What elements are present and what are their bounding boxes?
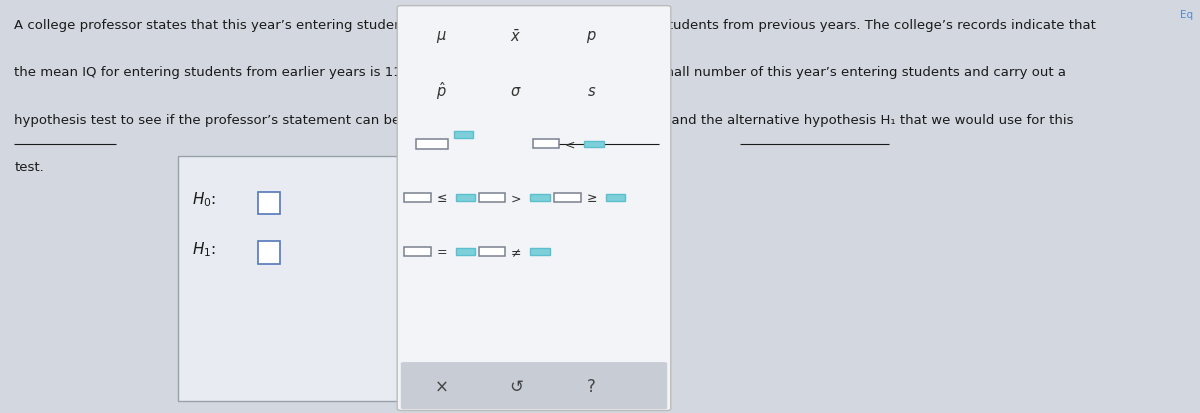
Text: Eq: Eq bbox=[1180, 10, 1193, 20]
Text: ≠: ≠ bbox=[511, 245, 521, 259]
Text: <: < bbox=[565, 138, 575, 151]
FancyBboxPatch shape bbox=[456, 249, 475, 255]
Text: ≤: ≤ bbox=[437, 192, 446, 205]
Text: test.: test. bbox=[14, 161, 44, 174]
FancyBboxPatch shape bbox=[404, 247, 431, 256]
FancyBboxPatch shape bbox=[584, 141, 604, 148]
FancyBboxPatch shape bbox=[258, 192, 280, 215]
FancyBboxPatch shape bbox=[530, 195, 550, 202]
Text: ↺: ↺ bbox=[509, 377, 523, 395]
FancyBboxPatch shape bbox=[554, 194, 581, 203]
Text: $\mu$: $\mu$ bbox=[436, 29, 448, 45]
FancyBboxPatch shape bbox=[397, 7, 671, 411]
Text: $\sigma$: $\sigma$ bbox=[510, 83, 522, 98]
FancyBboxPatch shape bbox=[416, 139, 448, 150]
FancyBboxPatch shape bbox=[533, 140, 559, 149]
Text: $p$: $p$ bbox=[587, 29, 596, 45]
Text: $H_0$:: $H_0$: bbox=[192, 190, 216, 209]
FancyBboxPatch shape bbox=[404, 194, 431, 203]
FancyBboxPatch shape bbox=[479, 247, 505, 256]
Text: ×: × bbox=[434, 377, 449, 395]
Text: ?: ? bbox=[587, 377, 596, 395]
FancyBboxPatch shape bbox=[530, 249, 550, 255]
FancyBboxPatch shape bbox=[178, 157, 474, 401]
Text: $H_1$:: $H_1$: bbox=[192, 240, 216, 258]
FancyBboxPatch shape bbox=[258, 242, 280, 264]
Text: the mean IQ for entering students from earlier years is 110. Suppose that we wan: the mean IQ for entering students from e… bbox=[14, 66, 1067, 79]
FancyBboxPatch shape bbox=[479, 194, 505, 203]
FancyBboxPatch shape bbox=[456, 195, 475, 202]
Text: =: = bbox=[437, 245, 446, 259]
Text: $\bar{x}$: $\bar{x}$ bbox=[510, 29, 522, 45]
Text: $s$: $s$ bbox=[587, 83, 596, 98]
FancyBboxPatch shape bbox=[606, 195, 625, 202]
Text: $\hat{p}$: $\hat{p}$ bbox=[437, 80, 446, 102]
Text: hypothesis test to see if the professor’s statement can be supported. State the : hypothesis test to see if the professor’… bbox=[14, 114, 1074, 126]
Text: ≥: ≥ bbox=[587, 192, 596, 205]
FancyBboxPatch shape bbox=[401, 362, 667, 409]
FancyBboxPatch shape bbox=[454, 132, 473, 139]
Text: A college professor states that this year’s entering students appear to be smart: A college professor states that this yea… bbox=[14, 19, 1097, 31]
Text: >: > bbox=[511, 192, 521, 205]
